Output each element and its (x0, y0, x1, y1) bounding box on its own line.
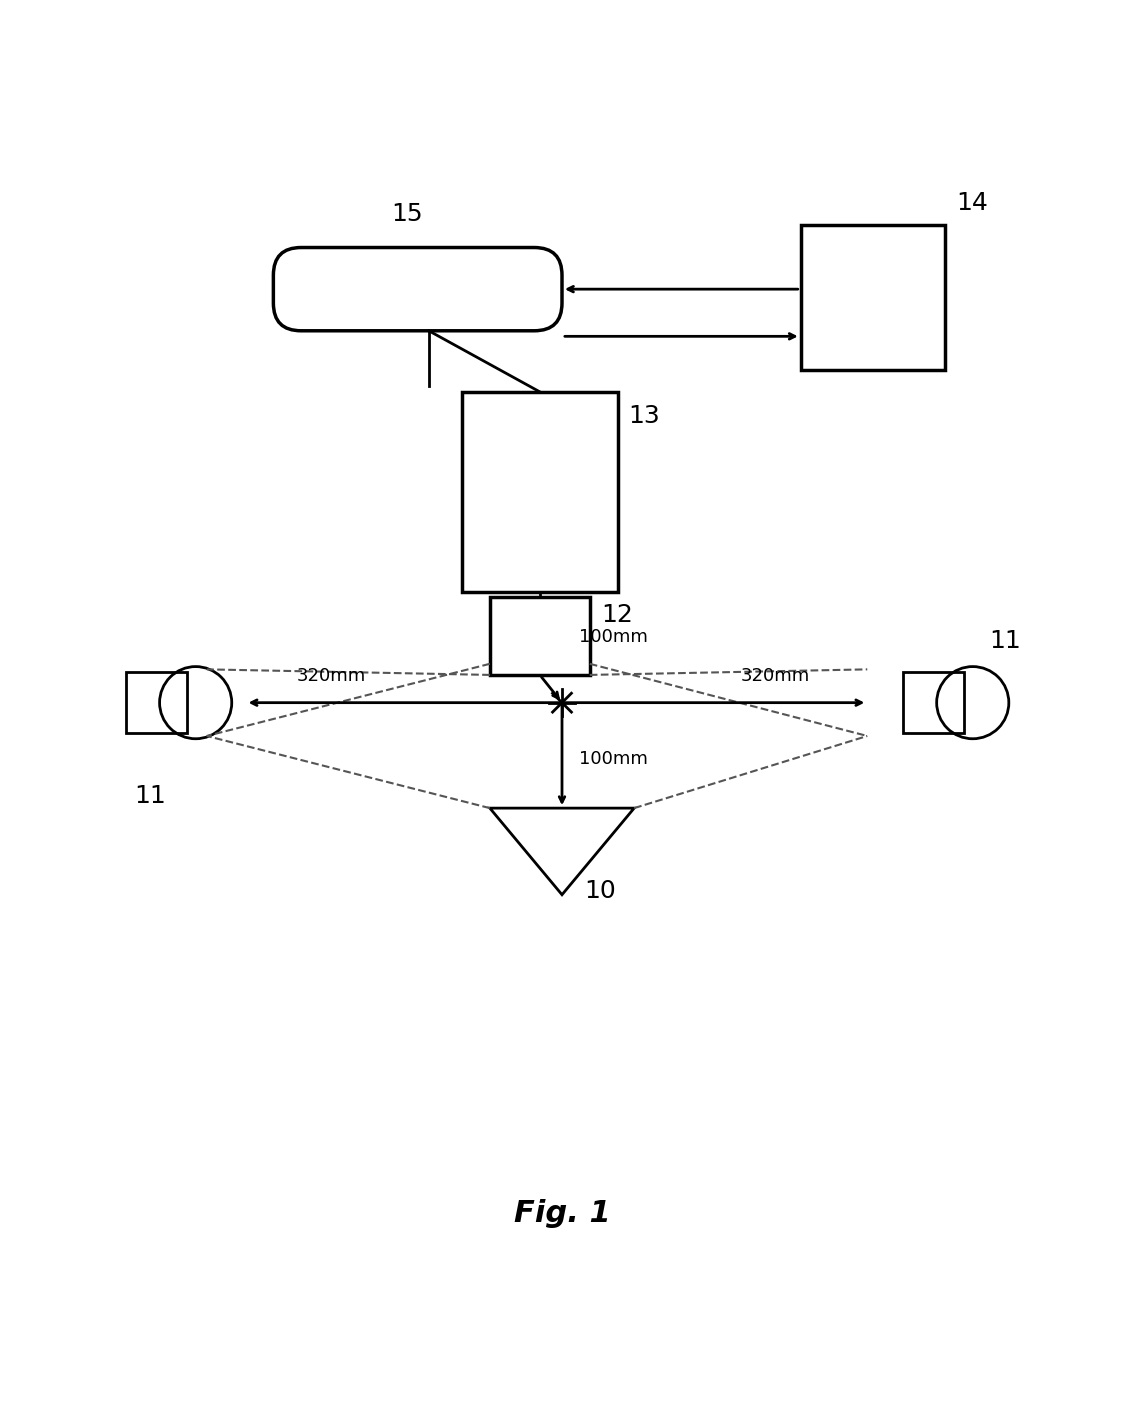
Text: 11: 11 (989, 628, 1021, 652)
Bar (904, 672, 964, 734)
Bar (490, 598, 590, 675)
Text: 320mm: 320mm (741, 666, 810, 685)
Bar (800, 226, 945, 370)
Text: Fig. 1: Fig. 1 (514, 1199, 610, 1227)
Text: 14: 14 (957, 191, 988, 215)
Text: 13: 13 (628, 404, 661, 427)
Text: 15: 15 (391, 202, 423, 226)
Text: 12: 12 (601, 603, 633, 627)
Text: 100mm: 100mm (579, 628, 647, 645)
Bar (126, 672, 188, 734)
Text: 10: 10 (584, 879, 616, 903)
Text: 320mm: 320mm (297, 666, 366, 685)
Text: 100mm: 100mm (579, 749, 647, 768)
Bar (462, 392, 617, 592)
Text: 11: 11 (135, 785, 166, 808)
